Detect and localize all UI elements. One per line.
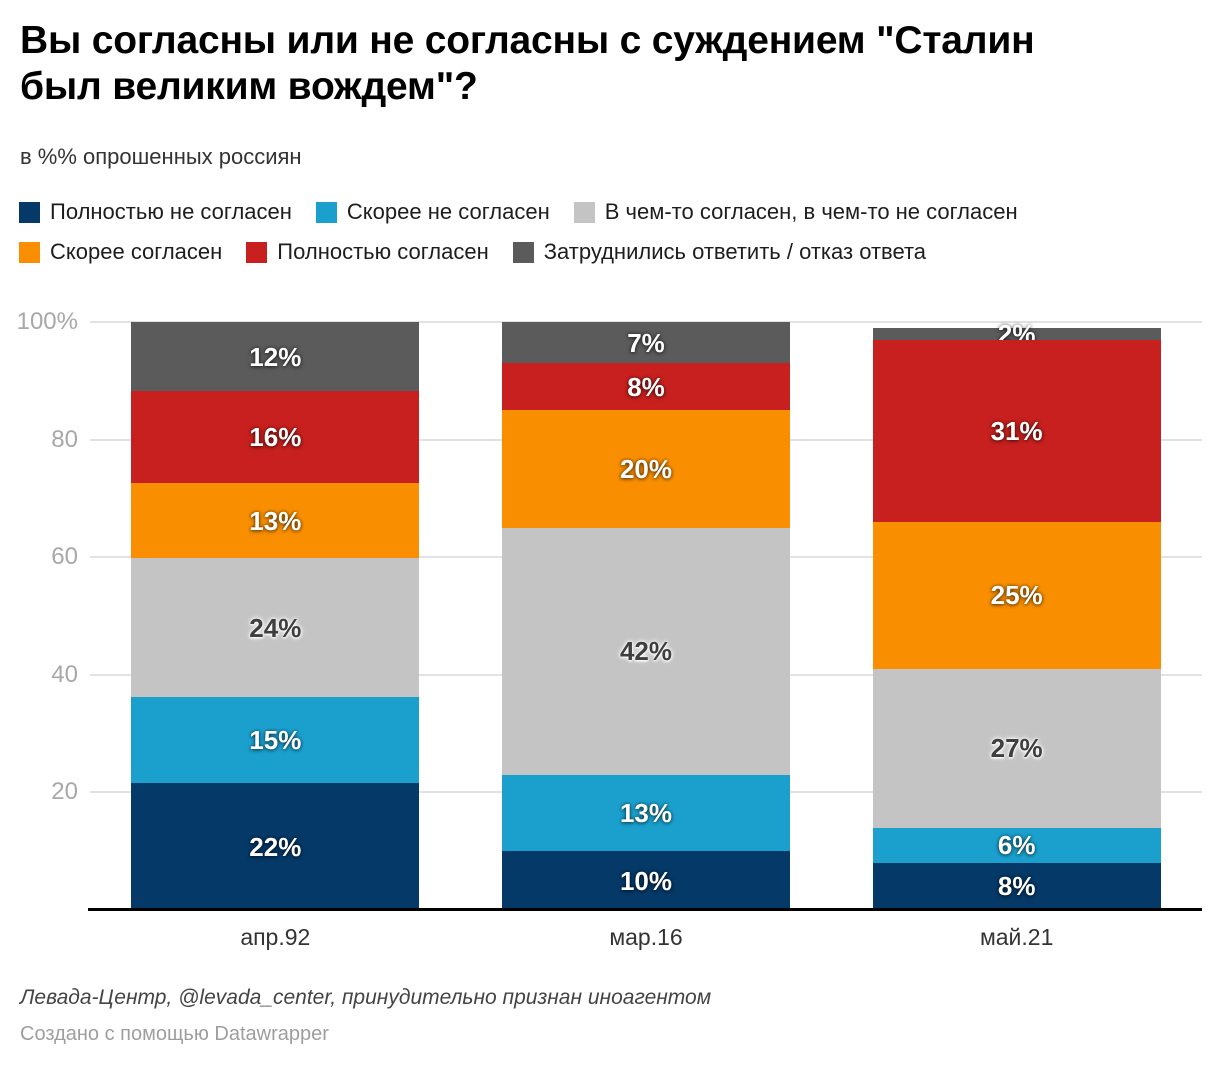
bar-segment: 10% — [502, 851, 790, 910]
legend-swatch — [19, 201, 40, 223]
segment-value-label: 31% — [990, 415, 1043, 446]
bar-segment: 8% — [502, 363, 790, 411]
legend-label: Затруднились ответить / отказ ответа — [543, 239, 927, 264]
legend-label: В чем-то согласен, в чем-то не согласен — [604, 199, 1018, 224]
bar-segment: 22% — [131, 783, 420, 910]
bar-segment: 7% — [502, 322, 790, 364]
bar-segment: 13% — [502, 774, 790, 852]
legend-swatch — [19, 241, 40, 263]
y-axis-tick-label: 20 — [51, 778, 78, 806]
segment-value-label: 8% — [997, 871, 1036, 902]
legend-row: Полностью не согласен Скорее не согласен В… — [19, 199, 1209, 225]
segment-value-label: 25% — [990, 580, 1043, 611]
bar-апр.92: 12% 16% 13% 24% 15% 22% — [131, 322, 420, 910]
segment-value-label: 15% — [249, 724, 302, 755]
legend: Полностью не согласен Скорее не согласен В… — [19, 199, 1209, 265]
bar-segment: 16% — [131, 391, 420, 484]
y-axis-tick-label: 100% — [16, 308, 78, 335]
bar-segment: 42% — [502, 527, 790, 775]
legend-item: Скорее согласен — [19, 239, 222, 265]
legend-item: Полностью не согласен — [19, 199, 292, 225]
legend-item: В чем-то согласен, в чем-то не согласен — [573, 199, 1018, 225]
segment-value-label: 22% — [249, 831, 302, 862]
bar-segment: 25% — [872, 521, 1161, 669]
segment-value-label: 8% — [627, 371, 665, 402]
x-axis-label: май.21 — [979, 924, 1054, 950]
y-axis-tick-label: 60 — [51, 543, 78, 571]
x-axis-label: мар.16 — [609, 924, 683, 950]
segment-value-label: 20% — [619, 454, 673, 484]
chart-subtitle: в %% опрошенных россиян — [20, 144, 302, 169]
legend-row: Скорее согласен Полностью согласен Затрудн… — [19, 239, 1209, 265]
bar-segment: 31% — [872, 339, 1161, 522]
legend-swatch — [315, 201, 337, 223]
source-note: Левада-Центр, @levada_center, принудител… — [20, 986, 712, 1009]
chart-title-line-2: был великим вождем"? — [20, 65, 478, 108]
bar-segment: 6% — [872, 827, 1161, 863]
bar-segment: 13% — [131, 483, 420, 559]
segment-value-label: 42% — [619, 636, 673, 667]
bar-segment: 27% — [872, 668, 1161, 828]
legend-item: Затруднились ответить / отказ ответа — [512, 239, 927, 265]
legend-label: Полностью не согласен — [50, 199, 292, 224]
segment-value-label: 24% — [249, 612, 302, 643]
legend-item: Полностью согласен — [246, 239, 489, 265]
bar-segment: 2% — [872, 321, 1161, 347]
segment-value-label: 7% — [627, 327, 665, 358]
segment-value-label: 12% — [249, 341, 302, 372]
bar-мар.16: 7% 8% 20% 42% 13% 10% — [502, 322, 790, 910]
segment-value-label: 27% — [990, 733, 1043, 764]
y-axis-tick-label: 80 — [51, 425, 78, 453]
legend-swatch — [512, 241, 534, 263]
segment-value-label: 13% — [619, 797, 673, 828]
bar-segment: 12% — [131, 322, 420, 392]
legend-label: Скорее не согласен — [346, 199, 550, 224]
bar-май.21: 2% 31% 25% 27% 6% 8% — [872, 321, 1161, 910]
bar-segment: 8% — [872, 862, 1161, 910]
bar-segment: 24% — [131, 558, 420, 697]
segment-value-label: 13% — [249, 505, 302, 536]
x-axis-label: апр.92 — [240, 924, 311, 950]
segment-value-label: 6% — [997, 830, 1036, 861]
legend-label: Скорее согласен — [50, 239, 223, 264]
bar-segment: 15% — [131, 696, 420, 784]
chart-title: Вы согласны или не согласны с суждением … — [20, 18, 1210, 110]
legend-item: Скорее не согласен — [315, 199, 550, 225]
attribution: Создано с помощью Datawrapper — [20, 1023, 329, 1045]
segment-value-label: 16% — [249, 422, 302, 453]
legend-swatch — [246, 241, 268, 263]
segment-value-label: 10% — [619, 865, 673, 896]
bar-segment: 20% — [502, 410, 790, 528]
chart-title-line-1: Вы согласны или не согласны с суждением … — [20, 19, 1035, 62]
legend-swatch — [573, 201, 595, 223]
y-axis-tick-label: 40 — [51, 660, 78, 688]
x-axis-line — [88, 908, 1202, 911]
legend-label: Полностью согласен — [277, 239, 489, 264]
